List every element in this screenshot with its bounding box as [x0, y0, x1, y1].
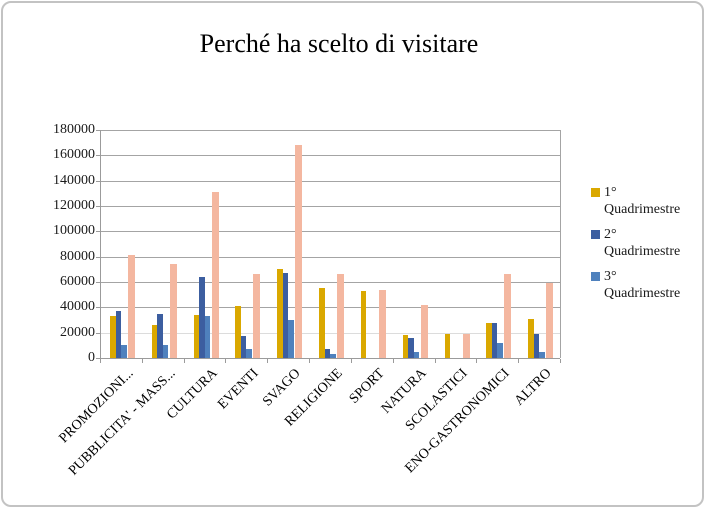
bar-3°-quadrimestre: [162, 345, 169, 358]
bar-2°-quadrimestre: [115, 311, 121, 358]
bar-series4: [253, 274, 261, 358]
y-axis-tick: [96, 332, 100, 334]
legend-label: 3° Quadrimestre: [604, 269, 681, 301]
y-axis-tick: [96, 282, 100, 283]
x-axis-tick: [267, 359, 269, 363]
x-axis: [100, 358, 560, 359]
legend-label: 2° Quadrimestre: [604, 227, 681, 259]
y-axis-tick-label: 160000: [53, 147, 95, 163]
x-axis-tick: [100, 359, 101, 363]
y-axis-tick-label: 180000: [53, 122, 95, 137]
x-axis-tick: [309, 359, 311, 363]
bar-3°-quadrimestre: [413, 351, 420, 358]
gridline: [100, 155, 560, 157]
bar-3°-quadrimestre: [288, 320, 294, 358]
x-axis-tick: [434, 359, 436, 363]
y-axis-tick: [96, 180, 100, 182]
bar-3°-quadrimestre: [539, 351, 545, 358]
bar-2°-quadrimestre: [533, 333, 540, 358]
legend-swatch-3-quadrimestre: [591, 272, 600, 281]
legend-item: 2° Quadrimestre: [591, 226, 699, 260]
legend-item: 1° Quadrimestre: [591, 184, 699, 218]
x-axis-tick: [392, 359, 394, 363]
bar-3°-quadrimestre: [204, 316, 211, 358]
y-axis-tick: [96, 231, 100, 233]
bar-3°-quadrimestre: [246, 349, 252, 358]
bar-1°-quadrimestre: [444, 333, 451, 358]
bar-1°-quadrimestre: [235, 306, 241, 358]
bar-2°-quadrimestre: [240, 336, 247, 358]
bar-3°-quadrimestre: [330, 354, 336, 358]
x-axis-tick: [350, 359, 352, 363]
gridline: [100, 130, 560, 131]
bar-2°-quadrimestre: [324, 349, 331, 358]
bar-series4: [169, 264, 177, 358]
bar-1°-quadrimestre: [319, 288, 325, 358]
bar-1°-quadrimestre: [486, 322, 492, 358]
legend-label: 1° Quadrimestre: [604, 185, 681, 217]
bar-series4: [462, 333, 470, 358]
y-axis-tick: [96, 358, 100, 359]
y-axis-tick-label: 20000: [60, 324, 95, 340]
gridline: [100, 256, 560, 258]
bar-series4: [378, 289, 386, 358]
y-axis-tick-label: 100000: [53, 223, 95, 239]
gridline: [100, 231, 560, 233]
x-axis-tick: [560, 359, 561, 363]
y-axis-tick-label: 40000: [60, 299, 95, 315]
bar-1°-quadrimestre: [151, 325, 158, 358]
bar-2°-quadrimestre: [282, 273, 289, 358]
y-axis-tick: [96, 206, 100, 207]
chart-title: Perché ha scelto di visitare: [199, 29, 479, 58]
x-axis-tick: [141, 359, 143, 363]
x-axis-tick: [518, 359, 520, 363]
x-axis-tick: [183, 359, 185, 363]
y-axis-tick: [96, 256, 100, 258]
bar-3°-quadrimestre: [497, 342, 503, 358]
y-axis-tick-label: 80000: [60, 248, 95, 264]
bar-1°-quadrimestre: [277, 269, 283, 358]
bar-3°-quadrimestre: [121, 345, 127, 358]
y-axis-tick-label: 60000: [60, 274, 95, 289]
gridline: [100, 307, 560, 309]
legend-swatch-2-quadrimestre: [591, 230, 600, 239]
bar-1°-quadrimestre: [360, 290, 367, 358]
bar-2°-quadrimestre: [491, 322, 498, 358]
y-axis-tick-label: 140000: [53, 172, 95, 188]
y-axis-tick-label: 120000: [53, 198, 95, 213]
y-axis-tick: [96, 307, 100, 309]
bar-1°-quadrimestre: [528, 318, 534, 358]
bar-1°-quadrimestre: [110, 316, 116, 358]
x-axis-tick: [225, 359, 227, 363]
bar-2°-quadrimestre: [408, 337, 414, 358]
plot-right-border: [560, 130, 561, 358]
legend-item: 3° Quadrimestre: [591, 268, 699, 302]
bar-2°-quadrimestre: [157, 313, 163, 358]
x-axis-tick: [476, 359, 478, 363]
bar-series4: [211, 192, 219, 358]
bar-1°-quadrimestre: [193, 314, 200, 358]
bar-series4: [128, 255, 135, 358]
legend-swatch-1-quadrimestre: [591, 188, 600, 197]
y-axis: [100, 130, 101, 358]
bar-series4: [546, 283, 554, 358]
bar-1°-quadrimestre: [402, 335, 409, 358]
y-axis-tick-label: 0: [88, 350, 95, 365]
bar-series4: [295, 145, 303, 358]
bar-series4: [337, 274, 345, 358]
bar-series4: [504, 274, 512, 358]
bar-2°-quadrimestre: [199, 276, 205, 358]
gridline: [100, 206, 560, 207]
bar-series4: [420, 304, 428, 358]
gridline: [100, 180, 560, 182]
gridline: [100, 282, 560, 283]
y-axis-tick: [96, 155, 100, 157]
y-axis-tick: [96, 130, 100, 131]
legend: 1° Quadrimestre 2° Quadrimestre 3° Quadr…: [591, 184, 699, 310]
gridline: [100, 332, 560, 334]
